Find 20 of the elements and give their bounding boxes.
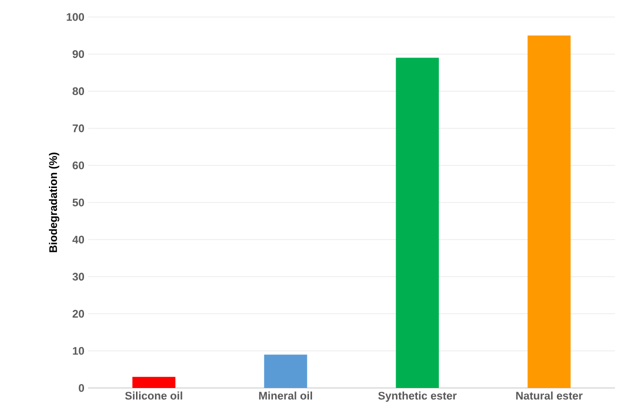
bar bbox=[528, 36, 571, 388]
x-tick-label: Silicone oil bbox=[125, 392, 182, 400]
y-tick-label: 100 bbox=[66, 13, 84, 21]
y-tick-label: 70 bbox=[72, 124, 84, 132]
y-tick-label: 20 bbox=[72, 310, 84, 318]
y-tick-label: 50 bbox=[72, 198, 84, 206]
y-tick-label: 40 bbox=[72, 236, 84, 244]
bar bbox=[132, 376, 176, 388]
x-tick-label: Natural ester bbox=[516, 392, 583, 400]
y-tick-label: 90 bbox=[72, 50, 84, 58]
x-tick-label: Mineral oil bbox=[259, 392, 312, 400]
y-tick-label: 60 bbox=[72, 162, 84, 170]
bar bbox=[264, 354, 308, 388]
y-tick-label: 30 bbox=[72, 272, 84, 281]
y-tick-label: 0 bbox=[78, 384, 84, 392]
y-tick-label: 80 bbox=[72, 87, 84, 96]
bar bbox=[396, 58, 439, 388]
x-tick-label: Synthetic ester bbox=[378, 392, 457, 402]
y-axis-title: Biodegradation (%) bbox=[48, 152, 60, 252]
y-tick-label: 10 bbox=[72, 347, 84, 355]
